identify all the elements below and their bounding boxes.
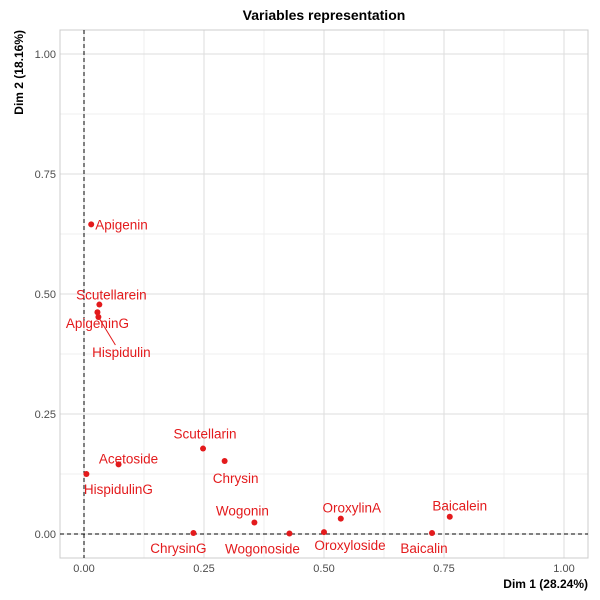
point-baicalin [429, 530, 435, 537]
y-axis-ticks: 0.00 0.25 0.50 0.75 1.00 [35, 49, 56, 541]
connector-hispidulin [97, 316, 116, 346]
label-hispiduling: HispidulinG [84, 482, 153, 497]
point-labels: Apigenin Scutellarein ApigeninG Hispidulin S… [66, 217, 487, 556]
y-tick-label: 0.75 [35, 169, 56, 181]
label-acetoside: Acetoside [99, 451, 158, 466]
point-hispiduling [83, 471, 90, 477]
y-axis-title: Dim 2 (18.16%) [12, 30, 26, 115]
label-oroxyloside: Oroxyloside [314, 538, 385, 553]
point-wogonoside [286, 530, 293, 537]
point-acetoside [115, 461, 122, 468]
label-scutellarin: Scutellarin [174, 427, 237, 442]
point-baicalein [446, 513, 453, 520]
x-tick-label: 0.00 [73, 563, 94, 575]
x-axis-title: Dim 1 (28.24%) [503, 577, 588, 591]
y-tick-label: 0.00 [35, 529, 56, 541]
chart-title: Variables representation [243, 7, 406, 23]
data-points [83, 221, 453, 537]
label-chrysin: Chrysin [213, 471, 259, 486]
point-apigenin [88, 221, 95, 228]
label-hispidulin: Hispidulin [92, 345, 151, 360]
label-apigenin: Apigenin [95, 217, 148, 232]
x-tick-label: 1.00 [553, 563, 574, 575]
x-tick-label: 0.75 [433, 563, 454, 575]
x-axis-ticks: 0.00 0.25 0.50 0.75 1.00 [73, 563, 574, 575]
point-oroxyloside [321, 529, 327, 536]
point-oroxylina [337, 515, 344, 522]
point-scutellarin [200, 445, 207, 452]
label-chrysing: ChrysinG [150, 541, 206, 556]
label-oroxylina: OroxylinA [323, 501, 382, 516]
y-tick-label: 0.25 [35, 409, 56, 421]
grid-lines [60, 30, 588, 558]
label-wogonin: Wogonin [216, 503, 269, 518]
point-hispidulin [95, 314, 102, 321]
y-tick-label: 1.00 [35, 49, 56, 61]
label-wogonoside: Wogonoside [225, 542, 300, 557]
label-scutellarein: Scutellarein [76, 288, 147, 303]
label-connectors [97, 316, 116, 346]
label-apigening: ApigeninG [66, 316, 129, 331]
x-tick-label: 0.25 [193, 563, 214, 575]
point-scutellarein [96, 301, 103, 308]
label-baicalein: Baicalein [432, 499, 487, 514]
point-wogonin [251, 519, 258, 526]
point-chrysin [221, 458, 228, 465]
point-apigening [94, 309, 101, 316]
point-chrysing [190, 530, 197, 537]
reference-lines [60, 30, 588, 558]
label-baicalin: Baicalin [400, 541, 447, 556]
y-tick-label: 0.50 [35, 289, 56, 301]
plot-border [59, 29, 589, 559]
x-tick-label: 0.50 [313, 563, 334, 575]
